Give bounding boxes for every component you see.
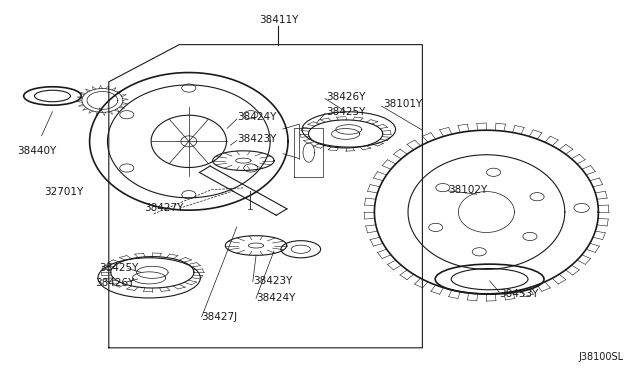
Text: 38425Y: 38425Y	[326, 107, 366, 116]
Text: 38423Y: 38423Y	[237, 135, 276, 144]
Text: 38440Y: 38440Y	[17, 146, 57, 155]
Text: 38426Y: 38426Y	[326, 92, 366, 102]
Text: 38427J: 38427J	[202, 312, 237, 322]
Text: 38425Y: 38425Y	[99, 263, 139, 273]
Text: 38101Y: 38101Y	[383, 99, 422, 109]
Text: 38453Y: 38453Y	[499, 289, 539, 299]
Text: 38426Y: 38426Y	[95, 278, 134, 288]
Text: 38102Y: 38102Y	[448, 185, 487, 195]
Text: J38100SL: J38100SL	[579, 352, 624, 362]
Text: 38424Y: 38424Y	[237, 112, 276, 122]
Text: 38427Y: 38427Y	[144, 203, 184, 213]
Text: 38423Y: 38423Y	[253, 276, 292, 286]
Text: 32701Y: 32701Y	[44, 187, 84, 196]
Text: 38411Y: 38411Y	[259, 16, 298, 25]
Text: 38424Y: 38424Y	[256, 293, 296, 302]
